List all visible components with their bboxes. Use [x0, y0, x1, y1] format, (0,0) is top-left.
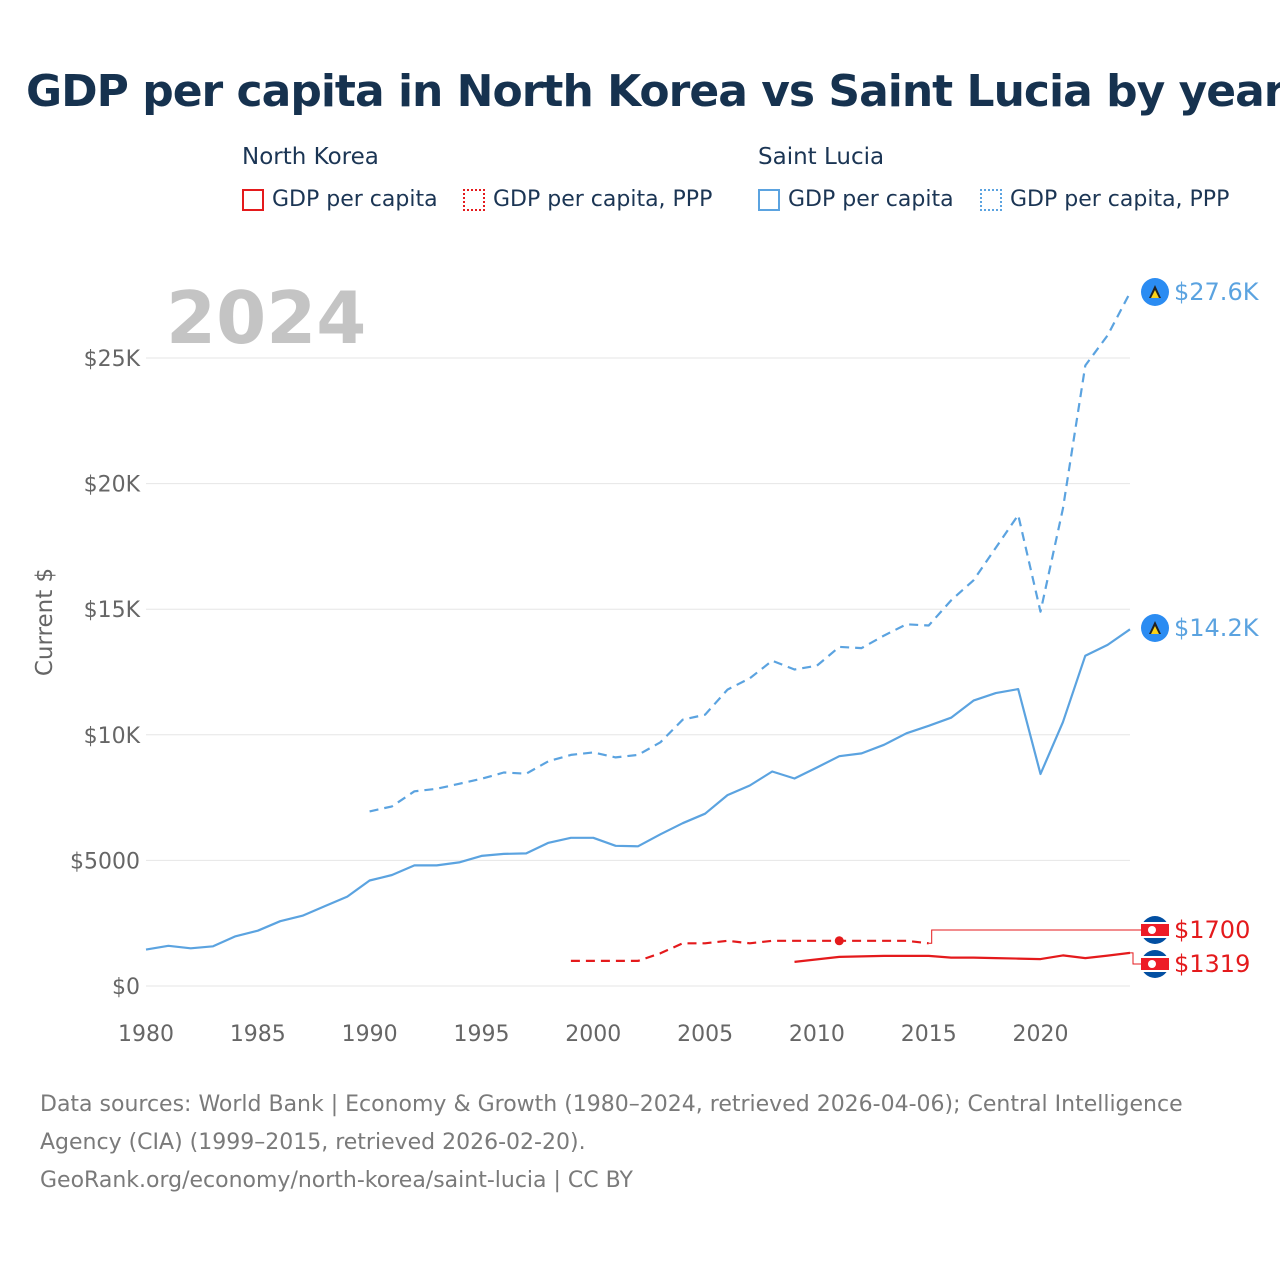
legend-label: GDP per capita, PPP — [1010, 187, 1230, 212]
flag-emblem — [1148, 926, 1156, 934]
x-tick-label: 2015 — [901, 1022, 957, 1047]
series-line — [794, 951, 1131, 963]
end-value-label: $1700 — [1174, 916, 1250, 944]
legend-label: GDP per capita — [788, 187, 954, 212]
end-value-label: $1319 — [1174, 950, 1250, 978]
y-axis-label: Current $ — [32, 568, 58, 676]
flag-triangle-inner — [1151, 290, 1159, 298]
series-line — [369, 292, 1131, 813]
credit-link[interactable]: GeoRank.org/economy/north-korea/saint-lu… — [40, 1168, 633, 1193]
legend-saint-lucia-title: Saint Lucia — [758, 144, 885, 170]
x-tick-label: 2000 — [565, 1022, 621, 1047]
y-tick-label: $15K — [84, 598, 141, 623]
y-axis-ticks: $0 $5000 $10K $15K $20K $25K — [70, 347, 141, 1000]
x-tick-label: 2020 — [1013, 1022, 1069, 1047]
year-watermark: 2024 — [166, 276, 367, 360]
x-tick-label: 1985 — [230, 1022, 286, 1047]
legend-item-saint-lucia-ppp[interactable]: GDP per capita, PPP — [980, 187, 1229, 212]
flag-triangle-inner — [1151, 626, 1159, 634]
legend-swatch-solid-red — [242, 188, 264, 211]
y-tick-label: $5000 — [70, 849, 140, 874]
y-tick-label: $20K — [84, 473, 141, 498]
flag-emblem — [1148, 960, 1156, 968]
chart-title: GDP per capita in North Korea vs Saint L… — [26, 66, 1280, 117]
x-tick-label: 1980 — [118, 1022, 174, 1047]
legend-north-korea-title: North Korea — [242, 144, 379, 170]
legend-swatch-dotted-blue — [980, 188, 1002, 211]
data-sources-note: Data sources: World Bank | Economy & Gro… — [40, 1092, 1183, 1155]
x-tick-label: 2005 — [677, 1022, 733, 1047]
legend-item-saint-lucia-gdp[interactable]: GDP per capita — [758, 187, 954, 212]
legend-item-north-korea-ppp[interactable]: GDP per capita, PPP — [463, 187, 712, 212]
x-tick-label: 1990 — [342, 1022, 398, 1047]
y-tick-label: $25K — [84, 347, 141, 372]
leader-line — [928, 929, 1142, 944]
legend-item-north-korea-gdp[interactable]: GDP per capita — [242, 187, 438, 212]
series-line — [570, 939, 929, 962]
legend-label: GDP per capita — [272, 187, 438, 212]
x-tick-label: 2010 — [789, 1022, 845, 1047]
series-lines — [145, 292, 1131, 963]
legend-swatch-solid-blue — [758, 188, 780, 211]
end-value-label: $14.2K — [1174, 614, 1260, 642]
x-tick-label: 1995 — [453, 1022, 509, 1047]
leader-line — [1130, 952, 1142, 965]
x-axis-ticks: 1980 1985 1990 1995 2000 2005 2010 2015 2020 — [118, 1022, 1069, 1047]
highlight-point — [834, 936, 844, 946]
end-markers: $27.6K $14.2K $1700 $1319 — [834, 278, 1260, 978]
end-value-label: $27.6K — [1174, 278, 1260, 306]
y-tick-label: $0 — [112, 975, 140, 1000]
grid-lines — [146, 357, 1130, 987]
series-line — [145, 628, 1131, 951]
legend-label: GDP per capita, PPP — [493, 187, 713, 212]
legend-swatch-dotted-red — [463, 188, 485, 211]
y-tick-label: $10K — [84, 724, 141, 749]
